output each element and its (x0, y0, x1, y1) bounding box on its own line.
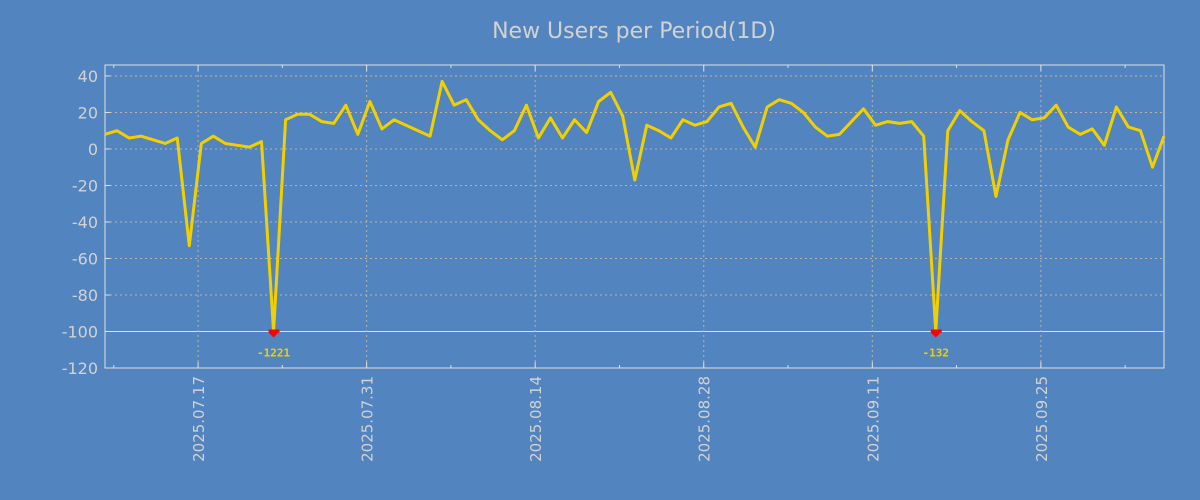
y-tick-label: 0 (88, 140, 98, 159)
x-axis: 2025.07.17 2025.07.31 2025.08.14 2025.08.28… (113, 65, 1126, 462)
plot-frame (104, 64, 1165, 369)
x-tick-label: 2025.08.28 (696, 376, 714, 462)
annotations-layer: -1221 -132 (257, 329, 949, 359)
min-marker-triangle-icon (930, 332, 941, 338)
min-marker-bar (930, 329, 942, 333)
min-value-label: -1221 (257, 346, 290, 359)
x-tick-label: 2025.07.31 (359, 376, 377, 462)
grid (105, 65, 1164, 368)
y-tick-label: -120 (62, 359, 98, 378)
y-tick-label: -100 (62, 322, 98, 341)
x-tick-label: 2025.09.11 (864, 376, 882, 462)
y-tick-label: -40 (72, 213, 98, 232)
chart-title: New Users per Period(1D) (492, 19, 776, 44)
y-tick-label: 20 (78, 103, 98, 122)
y-tick-label: -80 (72, 286, 98, 305)
y-tick-label: -20 (72, 176, 98, 195)
series-layer (104, 79, 1166, 333)
series-line (104, 79, 1166, 333)
y-tick-label: 40 (78, 67, 98, 86)
x-tick-label: 2025.09.25 (1033, 376, 1051, 462)
min-marker-bar (268, 329, 280, 333)
x-tick-label: 2025.07.17 (190, 376, 208, 462)
min-marker-triangle-icon (268, 332, 279, 338)
y-axis: 40 20 0 -20 -40 -60 -80 -100 -120 (62, 67, 110, 378)
y-tick-label: -60 (72, 249, 98, 268)
x-tick-label: 2025.08.14 (527, 376, 545, 462)
min-value-label: -132 (923, 346, 950, 359)
